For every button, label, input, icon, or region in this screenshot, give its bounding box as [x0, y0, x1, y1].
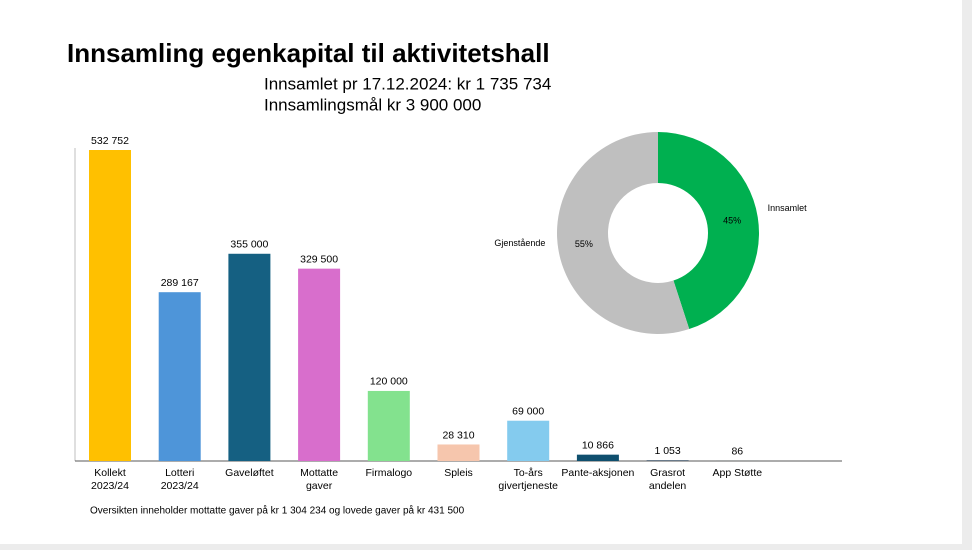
- data-label: 120 000: [370, 376, 408, 388]
- data-label: 69 000: [512, 406, 544, 418]
- bar: [158, 292, 201, 461]
- data-label: 355 000: [230, 239, 268, 251]
- x-tick-label: Spleis: [444, 467, 473, 479]
- footnote: Oversikten inneholder mottatte gaver på …: [90, 505, 465, 517]
- bar: [646, 460, 689, 461]
- bar: [507, 420, 550, 461]
- x-tick-label: App Støtte: [712, 467, 762, 479]
- bar: [89, 150, 131, 461]
- donut-slice: [556, 132, 690, 334]
- data-label: 86: [731, 446, 743, 458]
- data-label: 28 310: [442, 429, 474, 441]
- bar: [228, 253, 271, 461]
- subtitle: Innsamlingsmål kr 3 900 000: [264, 95, 481, 114]
- bar: [576, 454, 619, 461]
- slide-title: Innsamling egenkapital til aktivitetshal…: [67, 38, 550, 68]
- donut-slice: [658, 132, 759, 330]
- bar: [298, 268, 341, 461]
- data-label: 55%: [575, 239, 593, 249]
- x-tick-label: Grasrot andelen: [649, 467, 687, 492]
- data-label: 532 752: [91, 135, 129, 147]
- subtitle: Innsamlet pr 17.12.2024: kr 1 735 734: [264, 74, 551, 93]
- x-tick-label: Kollekt 2023/24: [91, 467, 129, 492]
- bar: [367, 390, 410, 461]
- data-label: 45%: [723, 216, 741, 226]
- bar: [437, 444, 480, 461]
- x-tick-label: Pante-aksjonen: [561, 467, 634, 479]
- data-label: 289 167: [161, 277, 199, 289]
- data-label: 1 053: [654, 445, 680, 457]
- x-tick-label: Lotteri 2023/24: [161, 467, 199, 492]
- x-tick-label: Mottatte gaver: [300, 467, 338, 492]
- x-tick-label: To-års givertjeneste: [498, 467, 558, 492]
- legend-label: Gjenstående: [494, 238, 545, 248]
- legend-label: Innsamlet: [768, 203, 808, 213]
- data-label: 329 500: [300, 253, 338, 265]
- data-label: 10 866: [582, 439, 614, 451]
- x-tick-label: Firmalogo: [365, 467, 412, 479]
- x-tick-label: Gaveløftet: [225, 467, 274, 479]
